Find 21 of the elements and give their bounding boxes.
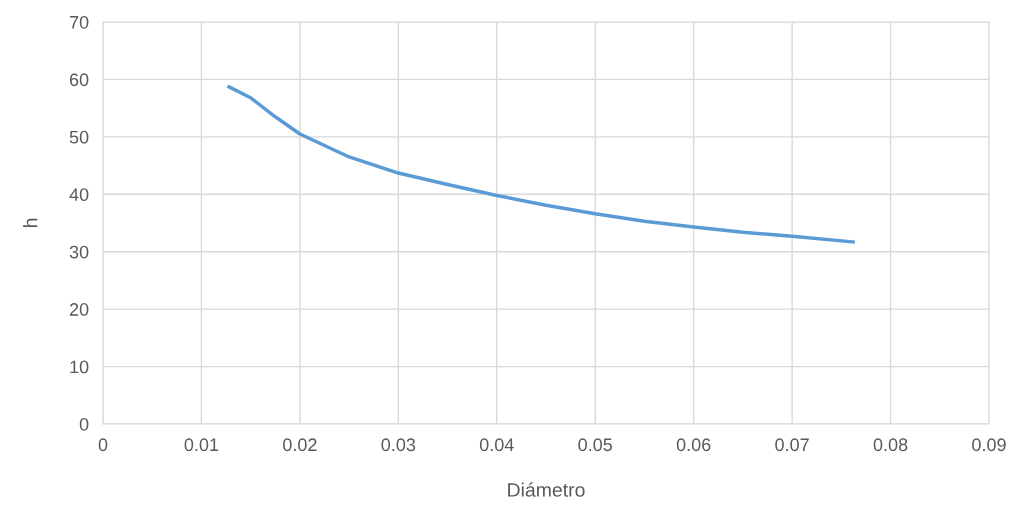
x-tick-label: 0.01 (184, 438, 219, 452)
y-tick-label: 50 (69, 130, 89, 144)
x-tick-label: 0.05 (578, 438, 613, 452)
x-tick-label: 0.02 (283, 438, 317, 452)
y-tick-label: 10 (70, 360, 89, 374)
y-tick-label: 60 (69, 73, 89, 87)
x-axis-title: Diámetro (508, 482, 585, 497)
line-series (227, 85, 855, 244)
x-tick-label: 0.09 (972, 438, 1006, 452)
x-tick-label: 0.06 (676, 438, 711, 452)
y-tick-label: 0 (79, 417, 89, 431)
y-tick-label: 40 (69, 188, 89, 202)
x-tick-label: 0 (98, 438, 108, 452)
y-tick-label: 30 (69, 245, 89, 259)
y-axis-title: h (23, 218, 38, 228)
x-tick-label: 0.03 (381, 438, 416, 452)
x-tick-label: 0.08 (873, 438, 908, 452)
x-tick-label: 0.07 (775, 438, 809, 452)
y-tick-label: 70 (69, 15, 89, 29)
y-tick-label: 20 (69, 303, 89, 316)
x-tick-label: 0.04 (479, 438, 514, 452)
